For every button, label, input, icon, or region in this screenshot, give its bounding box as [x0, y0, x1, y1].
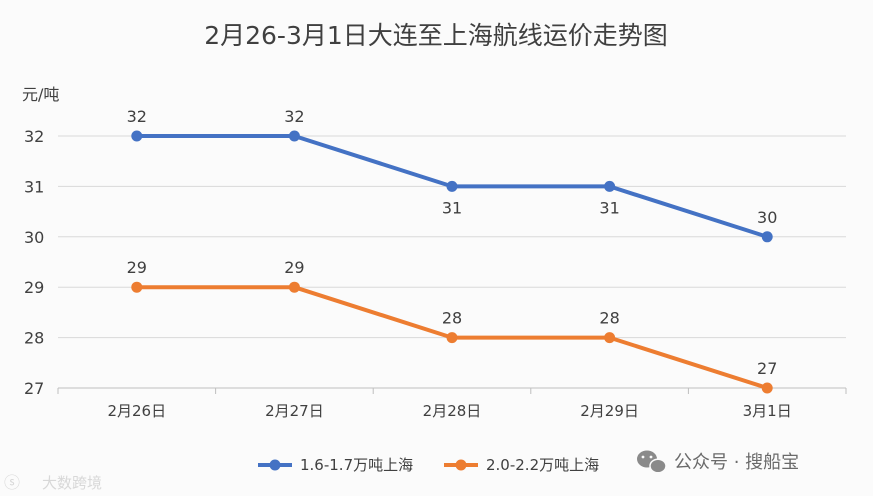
data-label: 31: [442, 198, 462, 217]
data-label: 27: [757, 359, 777, 378]
y-tick-label: 28: [24, 329, 44, 348]
y-tick-label: 32: [24, 127, 44, 146]
weibo-icon: ⓢ: [4, 473, 20, 492]
x-tick-label: 2月26日: [107, 402, 166, 420]
y-tick-label: 30: [24, 228, 44, 247]
wechat-account-text: 公众号 · 搜船宝: [674, 452, 799, 473]
series-1: 32 32 31 31 30: [127, 107, 777, 243]
series-2: 29 29 28 28 27: [127, 258, 777, 394]
wechat-icon: [637, 450, 667, 474]
data-label: 29: [127, 258, 147, 277]
data-point: [446, 180, 458, 192]
data-point: [131, 130, 143, 142]
chart-title: 2月26-3月1日大连至上海航线运价走势图: [204, 21, 668, 50]
data-label: 32: [284, 107, 304, 126]
corner-watermark: ⓢ 大数跨境: [4, 473, 102, 492]
legend: 1.6-1.7万吨上海 2.0-2.2万吨上海: [258, 456, 599, 474]
x-tick-label: 2月28日: [423, 402, 482, 420]
legend-label: 2.0-2.2万吨上海: [486, 456, 599, 474]
y-tick-label: 29: [24, 278, 44, 297]
data-label: 28: [599, 309, 619, 328]
legend-marker: [455, 459, 467, 471]
data-label: 30: [757, 208, 777, 227]
x-tick-label: 2月27日: [265, 402, 324, 420]
x-tick-label: 3月1日: [743, 402, 792, 420]
data-point: [288, 130, 300, 142]
data-label: 31: [599, 198, 619, 217]
x-tick-label: 2月29日: [580, 402, 639, 420]
data-label: 29: [284, 258, 304, 277]
corner-watermark-text: 大数跨境: [42, 474, 102, 492]
data-label: 28: [442, 309, 462, 328]
y-tick-label: 27: [24, 379, 44, 398]
legend-label: 1.6-1.7万吨上海: [300, 456, 413, 474]
data-point: [604, 180, 616, 192]
wechat-watermark: 公众号 · 搜船宝: [637, 450, 799, 474]
y-axis-ticks: 27 28 29 30 31 32: [24, 127, 44, 398]
data-point: [288, 281, 300, 293]
data-point: [446, 332, 458, 344]
legend-marker: [269, 459, 281, 471]
data-point: [761, 231, 773, 243]
data-point: [131, 281, 143, 293]
data-label: 32: [127, 107, 147, 126]
data-point: [604, 332, 616, 344]
x-axis: 2月26日 2月27日 2月28日 2月29日 3月1日: [57, 388, 847, 420]
y-axis-unit-label: 元/吨: [22, 85, 59, 104]
series-group: 32 32 31 31 30 29 29 28 28 27: [127, 107, 777, 394]
gridlines: [58, 135, 846, 389]
y-tick-label: 31: [24, 177, 44, 196]
data-point: [761, 382, 773, 394]
